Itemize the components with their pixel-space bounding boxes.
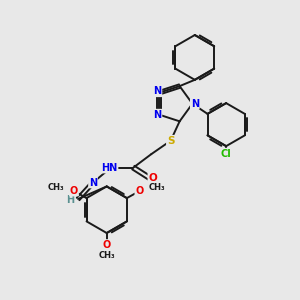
Text: N: N (191, 99, 199, 109)
Text: CH₃: CH₃ (149, 183, 166, 192)
Text: O: O (103, 240, 111, 250)
Text: S: S (167, 136, 174, 146)
Text: HN: HN (101, 163, 118, 172)
Text: O: O (70, 186, 78, 196)
Text: O: O (135, 186, 143, 196)
Text: N: N (153, 110, 161, 120)
Text: CH₃: CH₃ (48, 183, 64, 192)
Text: N: N (89, 178, 97, 188)
Text: O: O (148, 173, 157, 183)
Text: H: H (67, 196, 75, 206)
Text: N: N (153, 86, 161, 96)
Text: CH₃: CH₃ (98, 250, 115, 260)
Text: Cl: Cl (221, 148, 232, 159)
